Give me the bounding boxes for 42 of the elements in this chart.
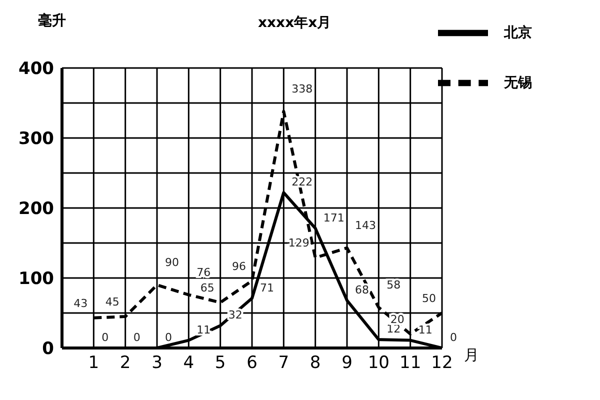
legend-label: 无锡: [504, 74, 532, 91]
x-tick-label: 6: [246, 353, 258, 374]
y-tick-label: 200: [18, 199, 54, 220]
data-label: 65: [200, 282, 214, 294]
y-tick-label: 0: [42, 339, 54, 360]
data-label: 0: [102, 331, 109, 344]
data-label: 0: [133, 331, 140, 344]
x-tick-label: 12: [431, 353, 453, 374]
x-tick-label: 11: [400, 353, 422, 374]
x-tick-label: 2: [120, 353, 131, 374]
data-label: 58: [386, 278, 401, 292]
data-label: 45: [105, 296, 120, 308]
data-label: 90: [165, 256, 179, 269]
x-tick-label: 5: [214, 353, 226, 374]
x-tick-label: 7: [278, 353, 290, 374]
x-tick-label: 8: [310, 353, 321, 374]
data-label: 0: [450, 331, 457, 344]
data-label: 20: [390, 313, 404, 326]
y-tick-label: 100: [18, 269, 54, 290]
data-label: 96: [232, 260, 246, 273]
y-tick-label: 400: [18, 59, 54, 80]
x-tick-label: 4: [183, 353, 194, 374]
data-label: 222: [292, 176, 313, 189]
x-tick-label: 9: [342, 353, 352, 374]
data-label: 143: [355, 218, 376, 232]
x-tick-label: 10: [368, 353, 390, 374]
x-axis-title: 月: [464, 346, 479, 365]
data-label: 76: [196, 266, 211, 279]
data-label: 0: [165, 331, 172, 344]
data-label: 11: [418, 323, 432, 336]
x-tick-label: 3: [152, 353, 162, 374]
y-axis-title: 毫升: [38, 12, 66, 30]
chart-title: xxxx年x月: [258, 14, 332, 32]
data-label: 43: [74, 296, 88, 310]
y-tick-label: 300: [18, 129, 54, 150]
x-tick-label: 1: [88, 353, 100, 374]
legend-label: 北京: [504, 24, 532, 41]
data-label: 71: [260, 281, 274, 294]
data-label: 50: [422, 292, 436, 305]
data-label: 171: [323, 211, 344, 224]
data-label: 338: [292, 82, 313, 96]
data-label: 68: [355, 283, 369, 296]
